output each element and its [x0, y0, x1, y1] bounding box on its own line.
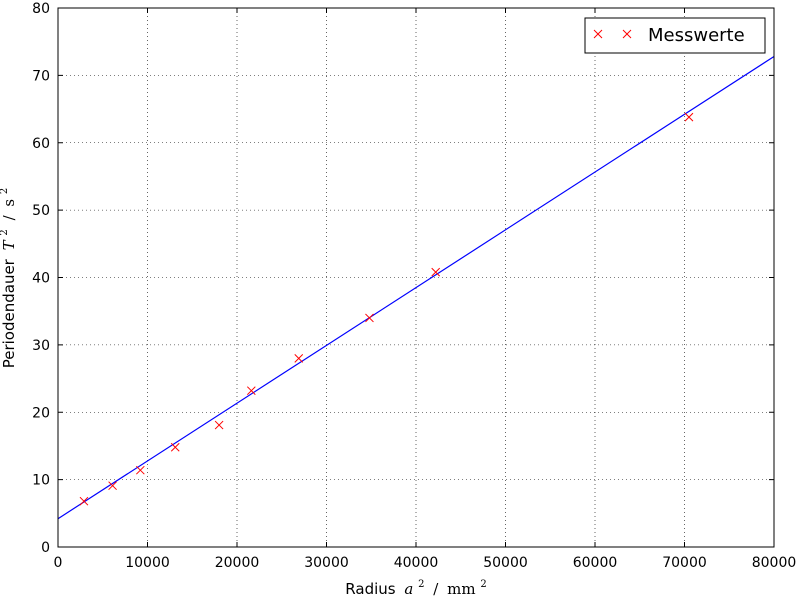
data-point: [79, 496, 89, 506]
legend-label-messwerte: Messwerte: [648, 25, 745, 46]
y-axis-label-separator: /: [0, 214, 18, 220]
data-point: [135, 465, 145, 475]
data-point: [246, 386, 256, 396]
x-tick-label: 60000: [573, 555, 618, 571]
x-tick-label: 10000: [125, 555, 170, 571]
x-axis-label-unit: mm: [447, 580, 475, 598]
legend-box: [584, 17, 766, 54]
x-axis-label-separator: /: [433, 580, 439, 598]
x-axis-label: Radius a 2 / mm 2: [345, 573, 486, 598]
y-axis-label-prefix: Periodendauer: [0, 258, 18, 368]
x-axis-label-exponent: 2: [418, 579, 424, 590]
x-tick-label: 0: [54, 555, 63, 571]
y-axis-label-unit-exponent: 2: [0, 188, 10, 194]
data-point: [294, 353, 304, 363]
x-tick-label: 30000: [304, 555, 349, 571]
series-layer: [57, 56, 775, 520]
data-point: [170, 442, 180, 452]
y-tick-label: 70: [32, 68, 50, 84]
x-axis-label-symbol: a: [404, 580, 413, 598]
y-axis-label: Periodendauer T 2 / s 2: [0, 188, 18, 369]
y-tick-label: 50: [32, 203, 50, 219]
y-tick-label: 30: [32, 338, 50, 354]
data-point: [108, 481, 117, 491]
y-tick-label: 20: [32, 405, 50, 421]
y-tick-label: 60: [32, 136, 50, 152]
y-axis-label-exponent: 2: [0, 229, 10, 235]
data-point: [214, 420, 224, 430]
y-axis-label-unit: s: [0, 199, 18, 207]
fit-line: [57, 56, 775, 520]
y-axis-label-symbol: T: [0, 239, 18, 250]
x-tick-label: 70000: [662, 555, 707, 571]
data-point: [365, 313, 374, 323]
legend-marker: [622, 29, 632, 39]
y-tick-label: 80: [32, 1, 50, 17]
x-tick-label: 80000: [752, 555, 797, 571]
legend-markers: [593, 29, 632, 39]
y-tick-label: 10: [32, 473, 50, 489]
y-tick-label: 40: [32, 271, 50, 287]
x-axis-label-unit-exponent: 2: [480, 579, 486, 590]
x-tick-label: 20000: [215, 555, 260, 571]
legend: Messwerte: [584, 17, 766, 54]
x-tick-label: 50000: [483, 555, 528, 571]
data-point: [431, 267, 441, 277]
legend-marker: [593, 29, 603, 39]
x-tick-label: 40000: [394, 555, 439, 571]
y-tick-label: 0: [41, 540, 50, 556]
x-axis-label-prefix: Radius: [345, 580, 395, 598]
data-point: [684, 112, 694, 122]
ticks: 0 10000 20000 30000 40000 50000 60000 70000 8000…: [32, 1, 796, 571]
